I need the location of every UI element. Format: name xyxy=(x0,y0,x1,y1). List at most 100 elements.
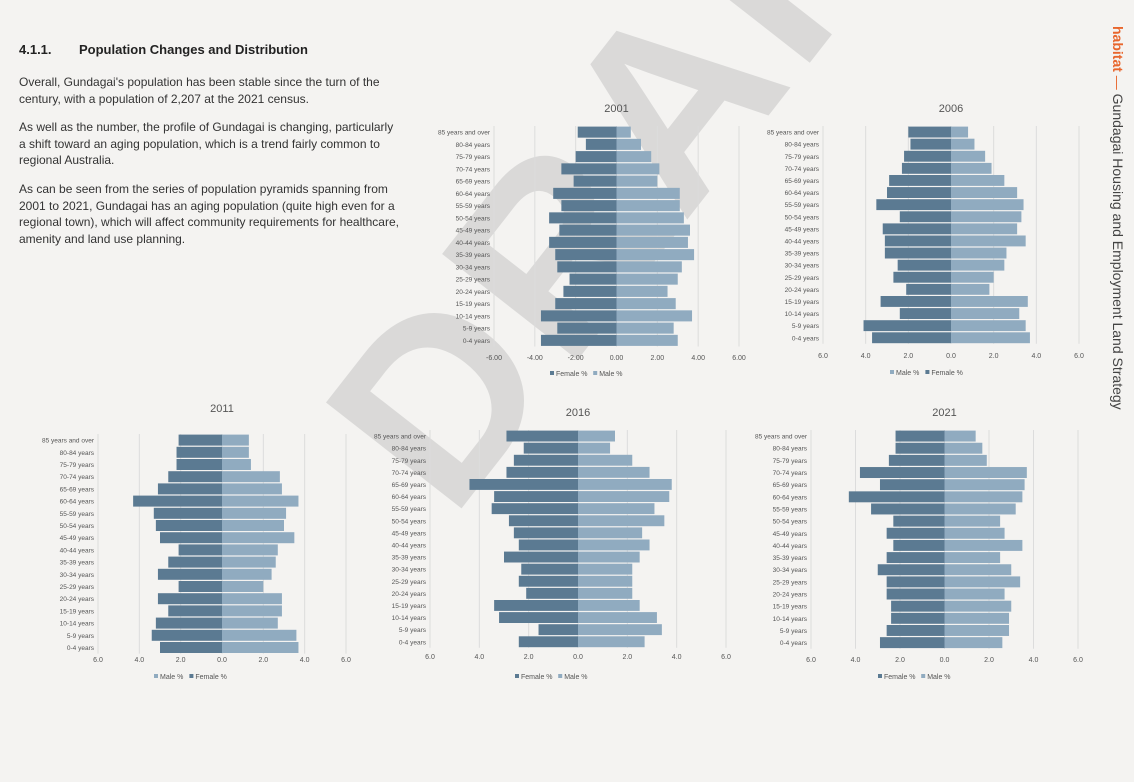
category-label: 25-29 years xyxy=(785,275,820,282)
bar-right xyxy=(944,430,976,442)
bar-right xyxy=(222,532,295,544)
bar-right xyxy=(578,491,670,502)
bar-left xyxy=(160,532,222,544)
category-label: 25-29 years xyxy=(392,579,427,586)
pyramid-2006: 6.0 4.0 2.0 0.0 2.0 4.0 6.0 2006 85 years and ov… xyxy=(767,103,1084,377)
bar-left xyxy=(908,126,951,138)
bar-left xyxy=(506,466,578,478)
category-label: 20-24 years xyxy=(785,287,820,294)
bar-right xyxy=(222,507,287,519)
bar-left xyxy=(168,556,222,568)
bar-left xyxy=(178,544,222,556)
category-label: 25-29 years xyxy=(456,277,491,284)
bar-left xyxy=(513,527,578,539)
chart-title: 2021 xyxy=(932,407,956,419)
category-label: 65-69 years xyxy=(785,178,820,185)
category-label: 80-84 years xyxy=(60,450,95,457)
chart-title: 2006 xyxy=(939,103,963,115)
category-label: 0-4 years xyxy=(780,640,808,647)
bar-right xyxy=(578,575,633,587)
bar-left xyxy=(886,625,945,636)
bar-left xyxy=(523,442,578,454)
bar-right xyxy=(222,593,282,605)
bar-left xyxy=(160,642,222,653)
bar-right xyxy=(944,600,1012,612)
category-label: 15-19 years xyxy=(773,604,808,611)
x-tick-label: 2.0 xyxy=(524,654,534,661)
bar-right xyxy=(616,126,631,138)
category-label: 0-4 years xyxy=(67,645,95,652)
category-label: 80-84 years xyxy=(456,142,491,149)
brand-dash: — xyxy=(1110,75,1126,90)
bar-left xyxy=(886,552,945,564)
chart-title: 2016 xyxy=(566,407,590,419)
bar-left xyxy=(494,600,578,611)
bar-left xyxy=(910,138,951,150)
bar-right xyxy=(951,283,990,295)
bar-left xyxy=(887,187,951,198)
category-label: 80-84 years xyxy=(785,142,820,149)
bar-left xyxy=(886,527,945,539)
bar-left xyxy=(863,320,951,332)
legend-swatch xyxy=(154,674,158,678)
category-label: 75-79 years xyxy=(785,154,820,161)
bar-left xyxy=(848,491,945,503)
bar-right xyxy=(951,271,994,283)
bar-right xyxy=(951,175,1005,186)
bar-right xyxy=(951,162,992,174)
bar-right xyxy=(944,442,983,454)
bar-right xyxy=(222,581,264,592)
bar-right xyxy=(616,298,676,310)
bar-left xyxy=(575,151,617,163)
paragraph-2: As well as the number, the profile of Gu… xyxy=(19,120,394,167)
legend-swatch xyxy=(558,674,563,678)
category-label: 70-74 years xyxy=(392,470,427,477)
category-label: 65-69 years xyxy=(773,482,808,489)
bar-left xyxy=(573,175,617,187)
bar-left xyxy=(168,471,222,483)
bar-left xyxy=(157,483,222,495)
category-label: 0-4 years xyxy=(399,639,427,646)
category-label: 85 years and over xyxy=(755,434,808,441)
bar-right xyxy=(944,503,1016,515)
category-label: 30-34 years xyxy=(456,264,491,271)
bar-right xyxy=(951,332,1030,344)
legend-swatch xyxy=(925,370,930,374)
x-tick-label: 0.0 xyxy=(573,654,583,661)
bar-right xyxy=(616,285,668,297)
x-tick-label: 2.0 xyxy=(903,353,913,360)
bar-left xyxy=(876,199,951,211)
bar-left xyxy=(877,564,945,576)
bar-right xyxy=(616,261,682,273)
bar-right xyxy=(222,520,284,531)
category-label: 15-19 years xyxy=(60,608,95,615)
category-label: 55-59 years xyxy=(785,202,820,209)
bar-right xyxy=(616,212,684,224)
category-label: 10-14 years xyxy=(773,616,808,623)
bar-right xyxy=(944,564,1012,576)
category-label: 55-59 years xyxy=(392,506,427,513)
bar-left xyxy=(151,629,222,641)
bar-left xyxy=(508,515,578,527)
x-tick-label: 2.00 xyxy=(651,355,665,362)
brand-logo: habitat xyxy=(1110,26,1126,72)
bar-right xyxy=(616,273,678,285)
document-title: Gundagai Housing and Employment Land Str… xyxy=(1110,93,1126,410)
legend-label: Female % xyxy=(195,674,227,681)
bar-right xyxy=(578,503,655,515)
x-tick-label: 6.0 xyxy=(1073,657,1083,664)
bar-left xyxy=(157,593,222,605)
category-label: 15-19 years xyxy=(785,299,820,306)
bar-left xyxy=(557,322,617,334)
bar-left xyxy=(540,310,617,322)
category-label: 20-24 years xyxy=(392,591,427,598)
sidebar-title: habitat — Gundagai Housing and Employmen… xyxy=(1110,26,1126,410)
section-heading: 4.1.1. Population Changes and Distributio… xyxy=(19,42,308,57)
bar-left xyxy=(901,162,951,174)
pyramid-2016: 6.0 4.0 2.0 0.0 2.0 4.0 6.0 2016 85 years and ov… xyxy=(374,407,731,681)
bar-right xyxy=(616,175,658,187)
category-label: 55-59 years xyxy=(456,203,491,210)
x-tick-label: 6.0 xyxy=(341,657,351,664)
category-label: 50-54 years xyxy=(785,214,820,221)
bar-left xyxy=(176,446,222,458)
